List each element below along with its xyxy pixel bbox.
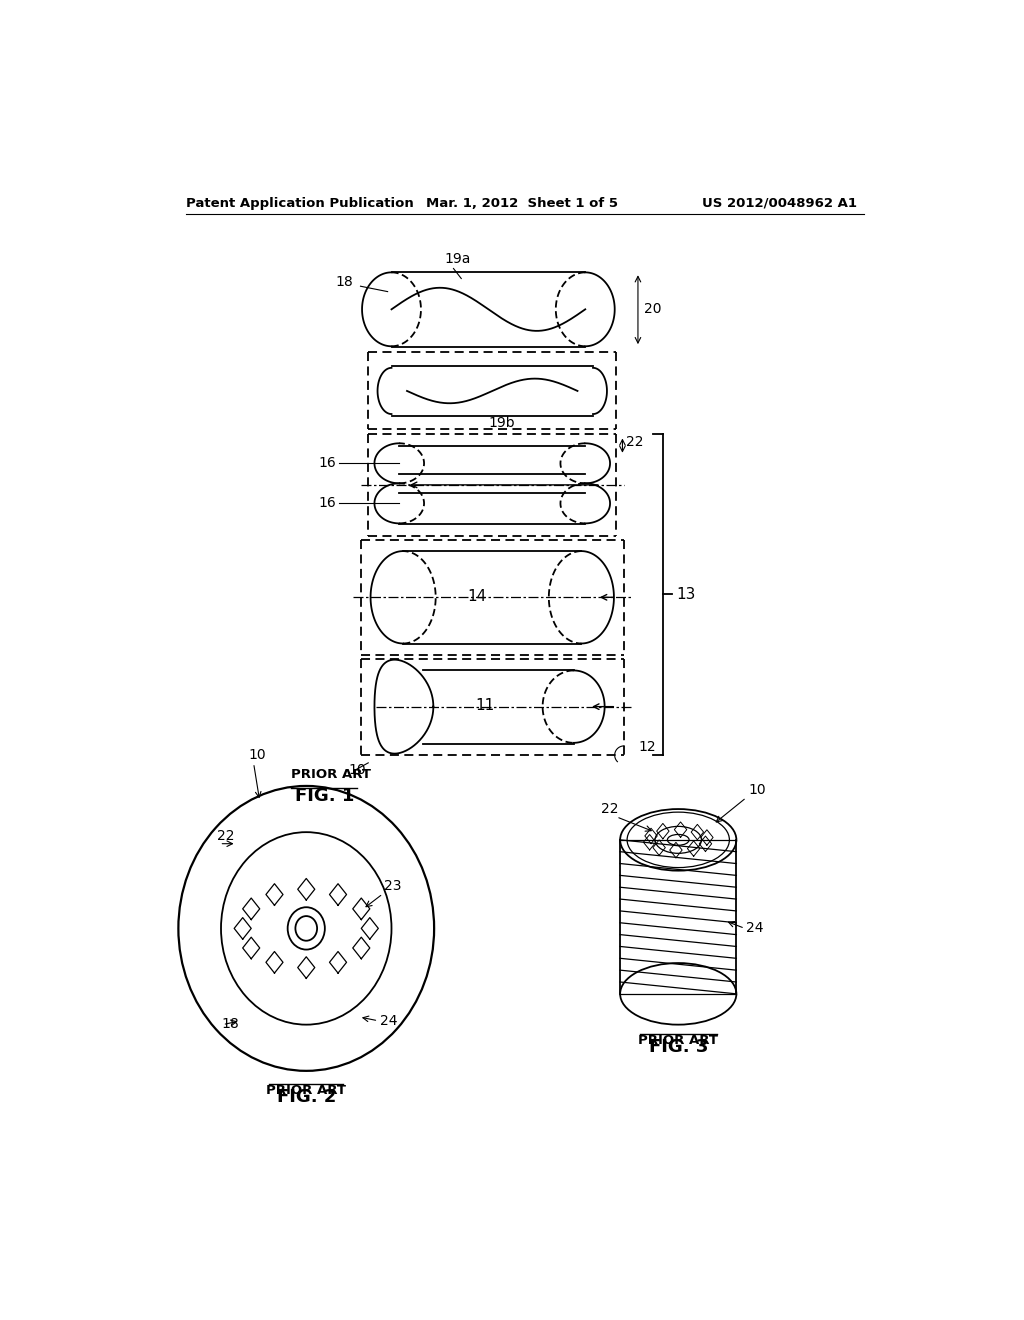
Text: 24: 24 bbox=[380, 1014, 397, 1028]
Text: 14: 14 bbox=[467, 589, 486, 605]
Text: 20: 20 bbox=[644, 302, 662, 317]
Text: Mar. 1, 2012  Sheet 1 of 5: Mar. 1, 2012 Sheet 1 of 5 bbox=[426, 197, 618, 210]
Text: 22: 22 bbox=[217, 829, 234, 843]
Text: 16: 16 bbox=[317, 496, 336, 511]
Text: 18: 18 bbox=[335, 275, 352, 289]
Text: 10: 10 bbox=[349, 763, 367, 777]
Text: 24: 24 bbox=[746, 921, 764, 936]
Text: FIG. 1: FIG. 1 bbox=[295, 787, 354, 805]
Text: 19b: 19b bbox=[488, 416, 515, 430]
Text: Patent Application Publication: Patent Application Publication bbox=[186, 197, 414, 210]
Text: 18: 18 bbox=[221, 1018, 239, 1031]
Text: 16: 16 bbox=[317, 457, 336, 470]
Text: 22: 22 bbox=[626, 434, 643, 449]
Text: US 2012/0048962 A1: US 2012/0048962 A1 bbox=[701, 197, 856, 210]
Text: 10: 10 bbox=[248, 748, 266, 762]
Text: 11: 11 bbox=[475, 698, 495, 714]
Text: PRIOR ART: PRIOR ART bbox=[638, 1034, 718, 1047]
Text: 13: 13 bbox=[677, 586, 696, 602]
Text: 22: 22 bbox=[601, 803, 618, 816]
Text: PRIOR ART: PRIOR ART bbox=[291, 768, 371, 781]
Text: 23: 23 bbox=[384, 879, 401, 892]
Text: 19a: 19a bbox=[444, 252, 471, 267]
Text: PRIOR ART: PRIOR ART bbox=[266, 1084, 346, 1097]
Text: FIG. 2: FIG. 2 bbox=[276, 1088, 336, 1106]
Text: 10: 10 bbox=[748, 783, 766, 797]
Text: 12: 12 bbox=[638, 741, 655, 754]
Text: FIG. 3: FIG. 3 bbox=[648, 1038, 708, 1056]
